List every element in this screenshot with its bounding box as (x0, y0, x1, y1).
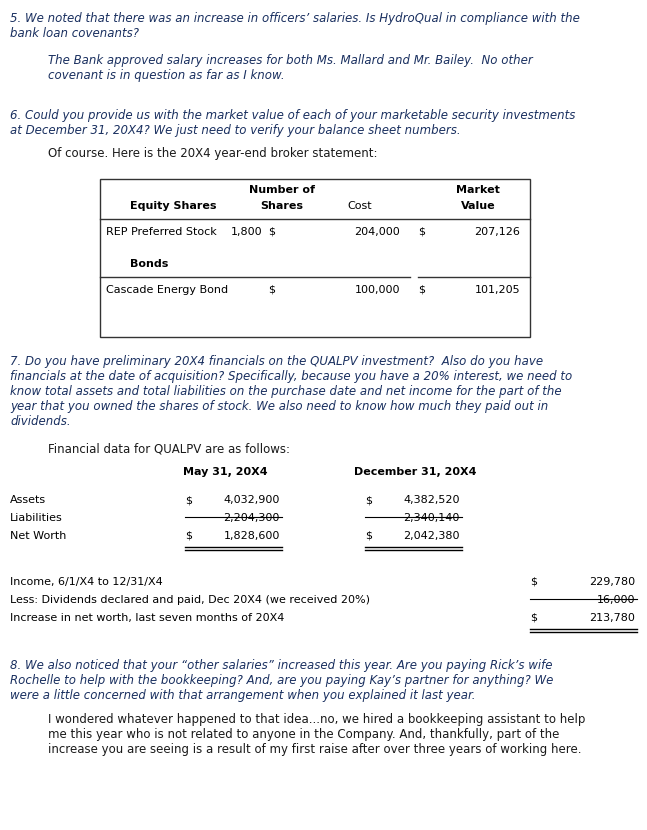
Text: 1,800: 1,800 (230, 227, 262, 237)
Text: 2,042,380: 2,042,380 (404, 531, 460, 541)
Text: 7. Do you have preliminary 20X4 financials on the QUALPV investment?  Also do yo: 7. Do you have preliminary 20X4 financia… (10, 355, 572, 428)
Text: $: $ (185, 531, 192, 541)
Text: 207,126: 207,126 (474, 227, 520, 237)
Text: $: $ (365, 495, 372, 505)
Text: $: $ (365, 531, 372, 541)
Text: Income, 6/1/X4 to 12/31/X4: Income, 6/1/X4 to 12/31/X4 (10, 577, 163, 587)
Text: $: $ (268, 227, 275, 237)
Text: 4,382,520: 4,382,520 (404, 495, 460, 505)
Text: $: $ (418, 285, 425, 295)
Text: Equity Shares: Equity Shares (130, 201, 217, 211)
Text: 6. Could you provide us with the market value of each of your marketable securit: 6. Could you provide us with the market … (10, 109, 575, 137)
Text: 2,340,140: 2,340,140 (404, 513, 460, 523)
Text: 100,000: 100,000 (355, 285, 400, 295)
Text: Net Worth: Net Worth (10, 531, 67, 541)
Text: 213,780: 213,780 (589, 613, 635, 623)
Text: 16,000: 16,000 (597, 595, 635, 605)
Text: $: $ (530, 613, 537, 623)
Text: 4,032,900: 4,032,900 (224, 495, 280, 505)
Text: Shares: Shares (261, 201, 303, 211)
Text: $: $ (530, 577, 537, 587)
Text: Cost: Cost (347, 201, 372, 211)
Text: 204,000: 204,000 (355, 227, 400, 237)
Text: 8. We also noticed that your “other salaries” increased this year. Are you payin: 8. We also noticed that your “other sala… (10, 659, 553, 702)
Text: Financial data for QUALPV are as follows:: Financial data for QUALPV are as follows… (48, 443, 290, 456)
Text: May 31, 20X4: May 31, 20X4 (182, 467, 267, 477)
Text: Number of: Number of (249, 185, 315, 195)
Text: Increase in net worth, last seven months of 20X4: Increase in net worth, last seven months… (10, 613, 285, 623)
Text: Less: Dividends declared and paid, Dec 20X4 (we received 20%): Less: Dividends declared and paid, Dec 2… (10, 595, 370, 605)
Text: Liabilities: Liabilities (10, 513, 63, 523)
Text: Of course. Here is the 20X4 year-end broker statement:: Of course. Here is the 20X4 year-end bro… (48, 147, 377, 160)
Text: $: $ (185, 495, 192, 505)
Text: REP Preferred Stock: REP Preferred Stock (106, 227, 217, 237)
Text: 1,828,600: 1,828,600 (224, 531, 280, 541)
Text: 2,204,300: 2,204,300 (224, 513, 280, 523)
Text: 101,205: 101,205 (474, 285, 520, 295)
Text: $: $ (418, 227, 425, 237)
Text: 5. We noted that there was an increase in officers’ salaries. Is HydroQual in co: 5. We noted that there was an increase i… (10, 12, 580, 40)
Text: Cascade Energy Bond: Cascade Energy Bond (106, 285, 228, 295)
Text: I wondered whatever happened to that idea...no, we hired a bookkeeping assistant: I wondered whatever happened to that ide… (48, 713, 586, 756)
Text: Bonds: Bonds (130, 259, 168, 269)
Text: 229,780: 229,780 (589, 577, 635, 587)
Text: Value: Value (461, 201, 496, 211)
Text: Assets: Assets (10, 495, 46, 505)
Text: December 31, 20X4: December 31, 20X4 (354, 467, 476, 477)
Text: $: $ (268, 285, 275, 295)
Bar (100, 179, 530, 337)
Text: Market: Market (456, 185, 500, 195)
Text: The Bank approved salary increases for both Ms. Mallard and Mr. Bailey.  No othe: The Bank approved salary increases for b… (48, 54, 532, 82)
